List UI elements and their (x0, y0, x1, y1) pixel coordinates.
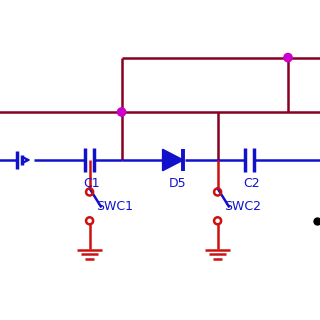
Text: C2: C2 (243, 177, 260, 190)
Text: SWC2: SWC2 (224, 200, 261, 213)
Text: SWC1: SWC1 (96, 200, 133, 213)
Circle shape (117, 108, 126, 116)
Polygon shape (163, 149, 183, 171)
Circle shape (284, 53, 292, 62)
Text: C1: C1 (83, 177, 100, 190)
Text: D5: D5 (169, 177, 187, 190)
